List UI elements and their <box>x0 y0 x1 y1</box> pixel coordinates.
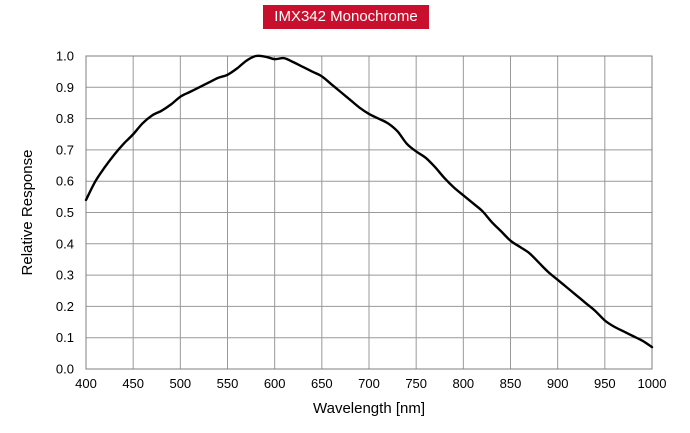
y-tick-label: 0.8 <box>56 111 74 126</box>
y-axis-label: Relative Response <box>19 150 36 276</box>
y-tick-label: 1.0 <box>56 49 74 64</box>
y-tick-label: 0.5 <box>56 205 74 220</box>
grid <box>85 55 653 370</box>
plot-frame <box>85 55 653 370</box>
x-tick-label: 900 <box>547 376 569 391</box>
y-tick-label: 0.1 <box>56 330 74 345</box>
plot-border <box>85 55 653 370</box>
y-tick-label: 0.0 <box>56 362 74 377</box>
x-tick-label: 950 <box>594 376 616 391</box>
x-tick-label: 600 <box>264 376 286 391</box>
series-layer <box>84 54 654 349</box>
x-tick-label: 500 <box>169 376 191 391</box>
y-tick-label: 0.3 <box>56 268 74 283</box>
x-tick-label: 1000 <box>638 376 667 391</box>
x-tick-label: 850 <box>500 376 522 391</box>
x-tick-label: 650 <box>311 376 333 391</box>
x-tick-label: 450 <box>122 376 144 391</box>
chart-title: IMX342 Monochrome <box>263 5 429 29</box>
x-tick-label: 700 <box>358 376 380 391</box>
y-tick-label: 0.2 <box>56 299 74 314</box>
response-curve <box>84 54 654 349</box>
x-tick-label: 750 <box>405 376 427 391</box>
x-axis-label: Wavelength [nm] <box>313 400 425 417</box>
x-tick-label: 800 <box>452 376 474 391</box>
y-tick-label: 0.7 <box>56 142 74 157</box>
x-axis-ticks: 400 450 500 550 600 650 700 750 800 850 900 950 1000 <box>75 376 666 391</box>
y-axis-ticks: 0.0 0.1 0.2 0.3 0.4 0.5 0.6 0.7 0.8 0.9 1.0 <box>56 49 74 377</box>
y-tick-label: 0.6 <box>56 174 74 189</box>
y-tick-label: 0.9 <box>56 80 74 95</box>
x-tick-label: 550 <box>217 376 239 391</box>
y-tick-label: 0.4 <box>56 236 74 251</box>
x-tick-label: 400 <box>75 376 97 391</box>
